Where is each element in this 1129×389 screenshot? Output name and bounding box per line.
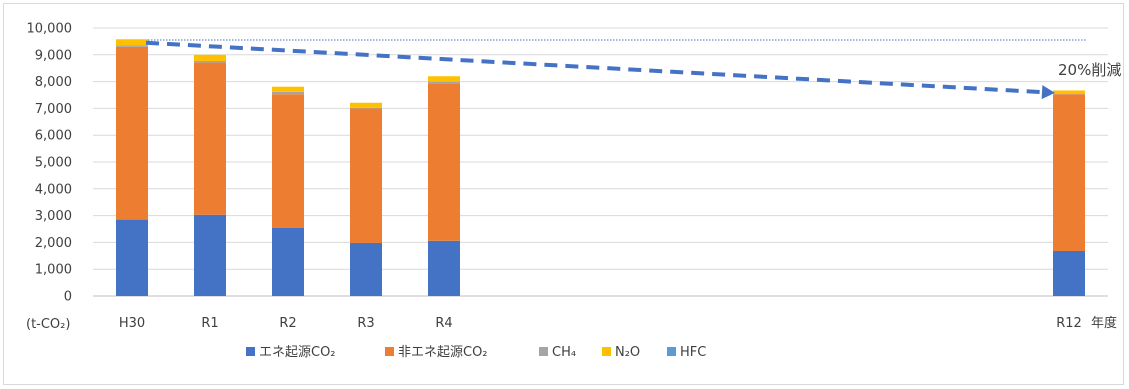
legend-swatch [602, 347, 611, 356]
bar-segment [116, 219, 148, 296]
y-tick-label: 4,000 [35, 182, 72, 197]
bar-segment [116, 46, 148, 220]
bar-segment [1053, 94, 1085, 251]
bar-segment [350, 102, 382, 108]
bar-segment [194, 60, 226, 63]
y-tick-label: 0 [64, 290, 72, 305]
bar-segment [350, 242, 382, 296]
y-tick-label: 6,000 [35, 129, 72, 144]
y-tick-label: 9,000 [35, 48, 72, 63]
bar-segment [272, 94, 304, 228]
x-tick-label: R4 [435, 316, 452, 331]
reduction-annotation: 20%削減 [1058, 61, 1121, 79]
bar-segment [428, 81, 460, 85]
legend-item: HFC [667, 345, 706, 360]
bar-segment [116, 45, 148, 47]
legend-swatch [246, 347, 255, 356]
x-tick-label: R2 [279, 316, 296, 331]
legend-label: エネ起源CO₂ [259, 345, 336, 360]
bar-segment [116, 39, 148, 46]
y-tick-label: 5,000 [35, 156, 72, 171]
bar-segment [1053, 250, 1085, 296]
bar-segment [428, 76, 460, 82]
y-tick-label: 1,000 [35, 263, 72, 278]
legend-swatch [539, 347, 548, 356]
x-axis-tick-labels: H30 R1 R2 R3 R4 R12 [119, 316, 1082, 331]
legend-swatch [667, 347, 676, 356]
x-tick-label: R1 [201, 316, 218, 331]
bar-segment [272, 91, 304, 95]
legend-item: エネ起源CO₂ [246, 345, 336, 360]
bar-segment [350, 107, 382, 109]
trend-lines [145, 39, 1087, 100]
x-tick-label: R3 [357, 316, 374, 331]
y-tick-label: 3,000 [35, 209, 72, 224]
bar-segment [194, 54, 226, 61]
bar-segment [1053, 90, 1085, 94]
bar-segment [428, 84, 460, 241]
y-axis-tick-labels: 0 1,000 2,000 3,000 4,000 5,000 6,000 7,000 8,00… [27, 22, 73, 305]
bar-stacks [116, 39, 1085, 296]
grid-lines [93, 27, 1108, 297]
trend-arrowhead [1041, 85, 1055, 100]
bar-segment [272, 227, 304, 296]
bar-segment [1053, 93, 1085, 95]
x-tick-label: H30 [119, 316, 145, 331]
chart-frame [3, 3, 1124, 385]
legend: エネ起源CO₂ 非エネ起源CO₂ CH₄ N₂O HFC [246, 345, 706, 360]
bar-segment [272, 86, 304, 92]
x-axis-label: 年度 [1091, 315, 1117, 331]
y-axis-label: (t-CO₂) [26, 317, 70, 332]
reduction-trend-line [145, 40, 1046, 95]
legend-swatch [385, 347, 394, 356]
legend-item: N₂O [602, 345, 640, 360]
bar-segment [194, 62, 226, 215]
bar-segment [350, 108, 382, 243]
bar-segment [194, 214, 226, 296]
legend-label: HFC [680, 345, 706, 360]
legend-item: CH₄ [539, 345, 576, 360]
y-tick-label: 7,000 [35, 102, 72, 117]
legend-label: N₂O [615, 345, 640, 360]
legend-label: 非エネ起源CO₂ [398, 345, 488, 360]
legend-label: CH₄ [552, 345, 576, 360]
x-tick-label: R12 [1056, 316, 1082, 331]
legend-item: 非エネ起源CO₂ [385, 345, 488, 360]
y-tick-label: 10,000 [27, 22, 73, 37]
bar-segment [428, 240, 460, 296]
y-tick-label: 2,000 [35, 236, 72, 251]
y-tick-label: 8,000 [35, 75, 72, 90]
